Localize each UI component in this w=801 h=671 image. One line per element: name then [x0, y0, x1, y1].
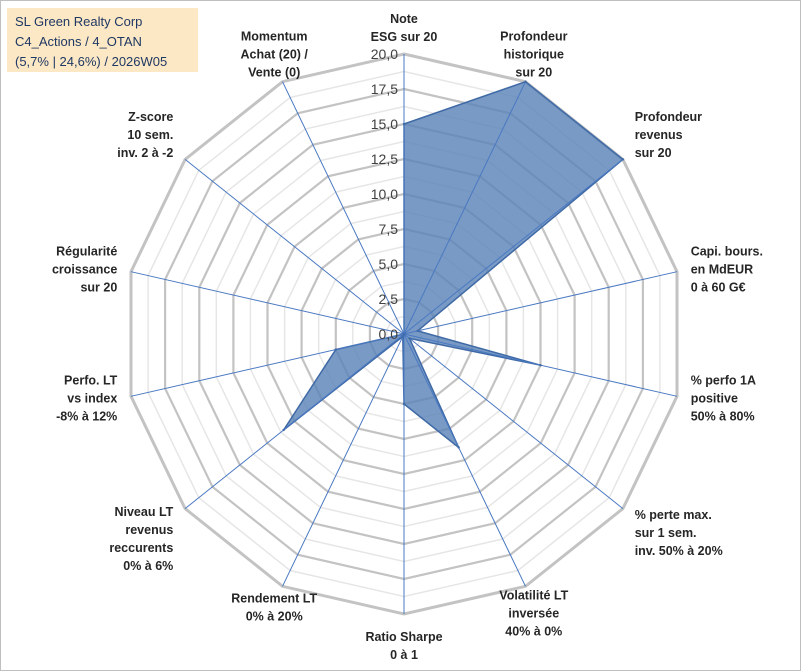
axis-label: % perte max. sur 1 sem. inv. 50% à 20%	[635, 508, 723, 558]
axis-label: Rendement LT 0% à 20%	[231, 591, 317, 623]
axis-label-line: revenus	[635, 128, 683, 142]
axis-label-line: 10 sem.	[127, 128, 173, 142]
axis-label-line: Note	[390, 12, 418, 26]
axis-label-line: Vente (0)	[248, 66, 300, 80]
series-area	[282, 80, 625, 449]
axis-label-line: sur 1 sem.	[635, 526, 697, 540]
axis-label-line: reccurents	[109, 541, 173, 555]
axis-label: Niveau LT revenus reccurents 0% à 6%	[109, 505, 173, 573]
axis-label-line: Capi. bours.	[691, 245, 763, 259]
axis-label-line: 50% à 80%	[691, 410, 755, 424]
r-tick-label: 0,0	[379, 326, 399, 342]
axis-spoke	[184, 159, 405, 335]
axis-label: Z-score 10 sem. inv. 2 à -2	[117, 110, 173, 160]
axis-label-line: Perfo. LT	[64, 374, 118, 388]
axis-label-line: sur 20	[515, 66, 552, 80]
axis-spoke	[282, 81, 405, 335]
axis-label-line: Profondeur	[500, 30, 567, 44]
axis-spoke	[403, 159, 624, 335]
r-tick-label: 5,0	[379, 256, 399, 272]
data-point	[402, 122, 406, 126]
data-point	[416, 329, 419, 333]
data-point	[524, 80, 527, 83]
r-tick-label: 7,5	[379, 221, 399, 237]
axis-label-line: inversée	[508, 606, 559, 620]
axis-label-line: % perte max.	[635, 508, 712, 522]
axis-label-line: inv. 2 à -2	[117, 146, 173, 160]
axis-label-line: positive	[691, 392, 738, 406]
r-tick-label: 17,5	[371, 81, 398, 97]
axis-spoke	[403, 333, 526, 587]
data-point	[621, 158, 625, 161]
data-point	[282, 428, 285, 432]
axis-label-line: Régularité	[56, 245, 117, 259]
axis-label: % perfo 1A positive 50% à 80%	[691, 374, 756, 424]
axis-spoke	[403, 81, 526, 335]
axis-label-line: en MdEUR	[691, 263, 754, 277]
r-tick-label: 20,0	[371, 46, 398, 62]
title-stats: (5,7% | 24,6%) / 2026W05	[15, 54, 168, 69]
axis-label-line: sur 20	[80, 281, 117, 295]
axis-label: Profondeur revenus sur 20	[635, 110, 702, 160]
axis-label-line: -8% à 12%	[56, 410, 117, 424]
axis-label: Note ESG sur 20	[371, 12, 438, 44]
axis-label: Capi. bours. en MdEUR 0 à 60 G€	[691, 245, 763, 295]
r-tick-label: 12,5	[371, 151, 398, 167]
axis-label-line: Volatilité LT	[499, 588, 568, 602]
axis-label: Volatilité LT inversée 40% à 0%	[499, 588, 568, 638]
axis-spoke	[184, 333, 405, 509]
axis-label-line: Achat (20) /	[241, 48, 309, 62]
title-box: SL Green Realty Corp C4_Actions / 4_OTAN…	[7, 8, 198, 72]
r-tick-label: 15,0	[371, 116, 398, 132]
axis-label-line: 0 à 60 G€	[691, 281, 746, 295]
axis-label-line: sur 20	[635, 146, 672, 160]
axis-label-line: Z-score	[128, 110, 173, 124]
axis-label-line: inv. 50% à 20%	[635, 544, 723, 558]
data-point	[408, 337, 411, 340]
axis-label: Régularité croissance sur 20	[52, 245, 117, 295]
data-point	[401, 335, 404, 338]
axis-spoke	[403, 333, 624, 509]
axis-label-line: croissance	[52, 263, 117, 277]
axis-label-line: Ratio Sharpe	[365, 630, 442, 644]
data-point	[334, 348, 337, 351]
axis-label-line: 0% à 20%	[246, 609, 303, 623]
axis-label-line: 40% à 0%	[505, 624, 562, 638]
r-tick-label: 2,5	[379, 291, 399, 307]
title-category: C4_Actions / 4_OTAN	[15, 34, 142, 49]
data-point	[539, 364, 542, 367]
data-point	[402, 402, 406, 406]
axis-label-line: ESG sur 20	[371, 30, 438, 44]
axis-label-line: vs index	[67, 392, 117, 406]
axis-label-line: Profondeur	[635, 110, 702, 124]
axis-spoke	[403, 271, 678, 335]
r-tick-label: 10,0	[371, 186, 398, 202]
axis-label-line: historique	[504, 48, 564, 62]
axis-label: Ratio Sharpe 0 à 1	[365, 630, 442, 662]
axis-label-line: Rendement LT	[231, 591, 317, 605]
axis-label-line: 0 à 1	[390, 648, 418, 662]
axis-label-line: % perfo 1A	[691, 374, 756, 388]
axis-spoke	[130, 271, 405, 335]
title-company: SL Green Realty Corp	[15, 14, 143, 29]
axis-spoke	[282, 333, 405, 587]
data-point	[457, 446, 460, 449]
axis-label-line: Momentum	[241, 30, 308, 44]
axis-spoke	[130, 333, 405, 397]
data-point	[402, 332, 406, 336]
axis-label-line: 0% à 6%	[123, 559, 173, 573]
axis-label-line: revenus	[125, 523, 173, 537]
axis-label: Profondeur historique sur 20	[500, 30, 567, 80]
axis-label: Perfo. LT vs index -8% à 12%	[56, 374, 118, 424]
axis-label-line: Niveau LT	[114, 505, 173, 519]
axis-label: Momentum Achat (20) / Vente (0)	[241, 30, 309, 80]
